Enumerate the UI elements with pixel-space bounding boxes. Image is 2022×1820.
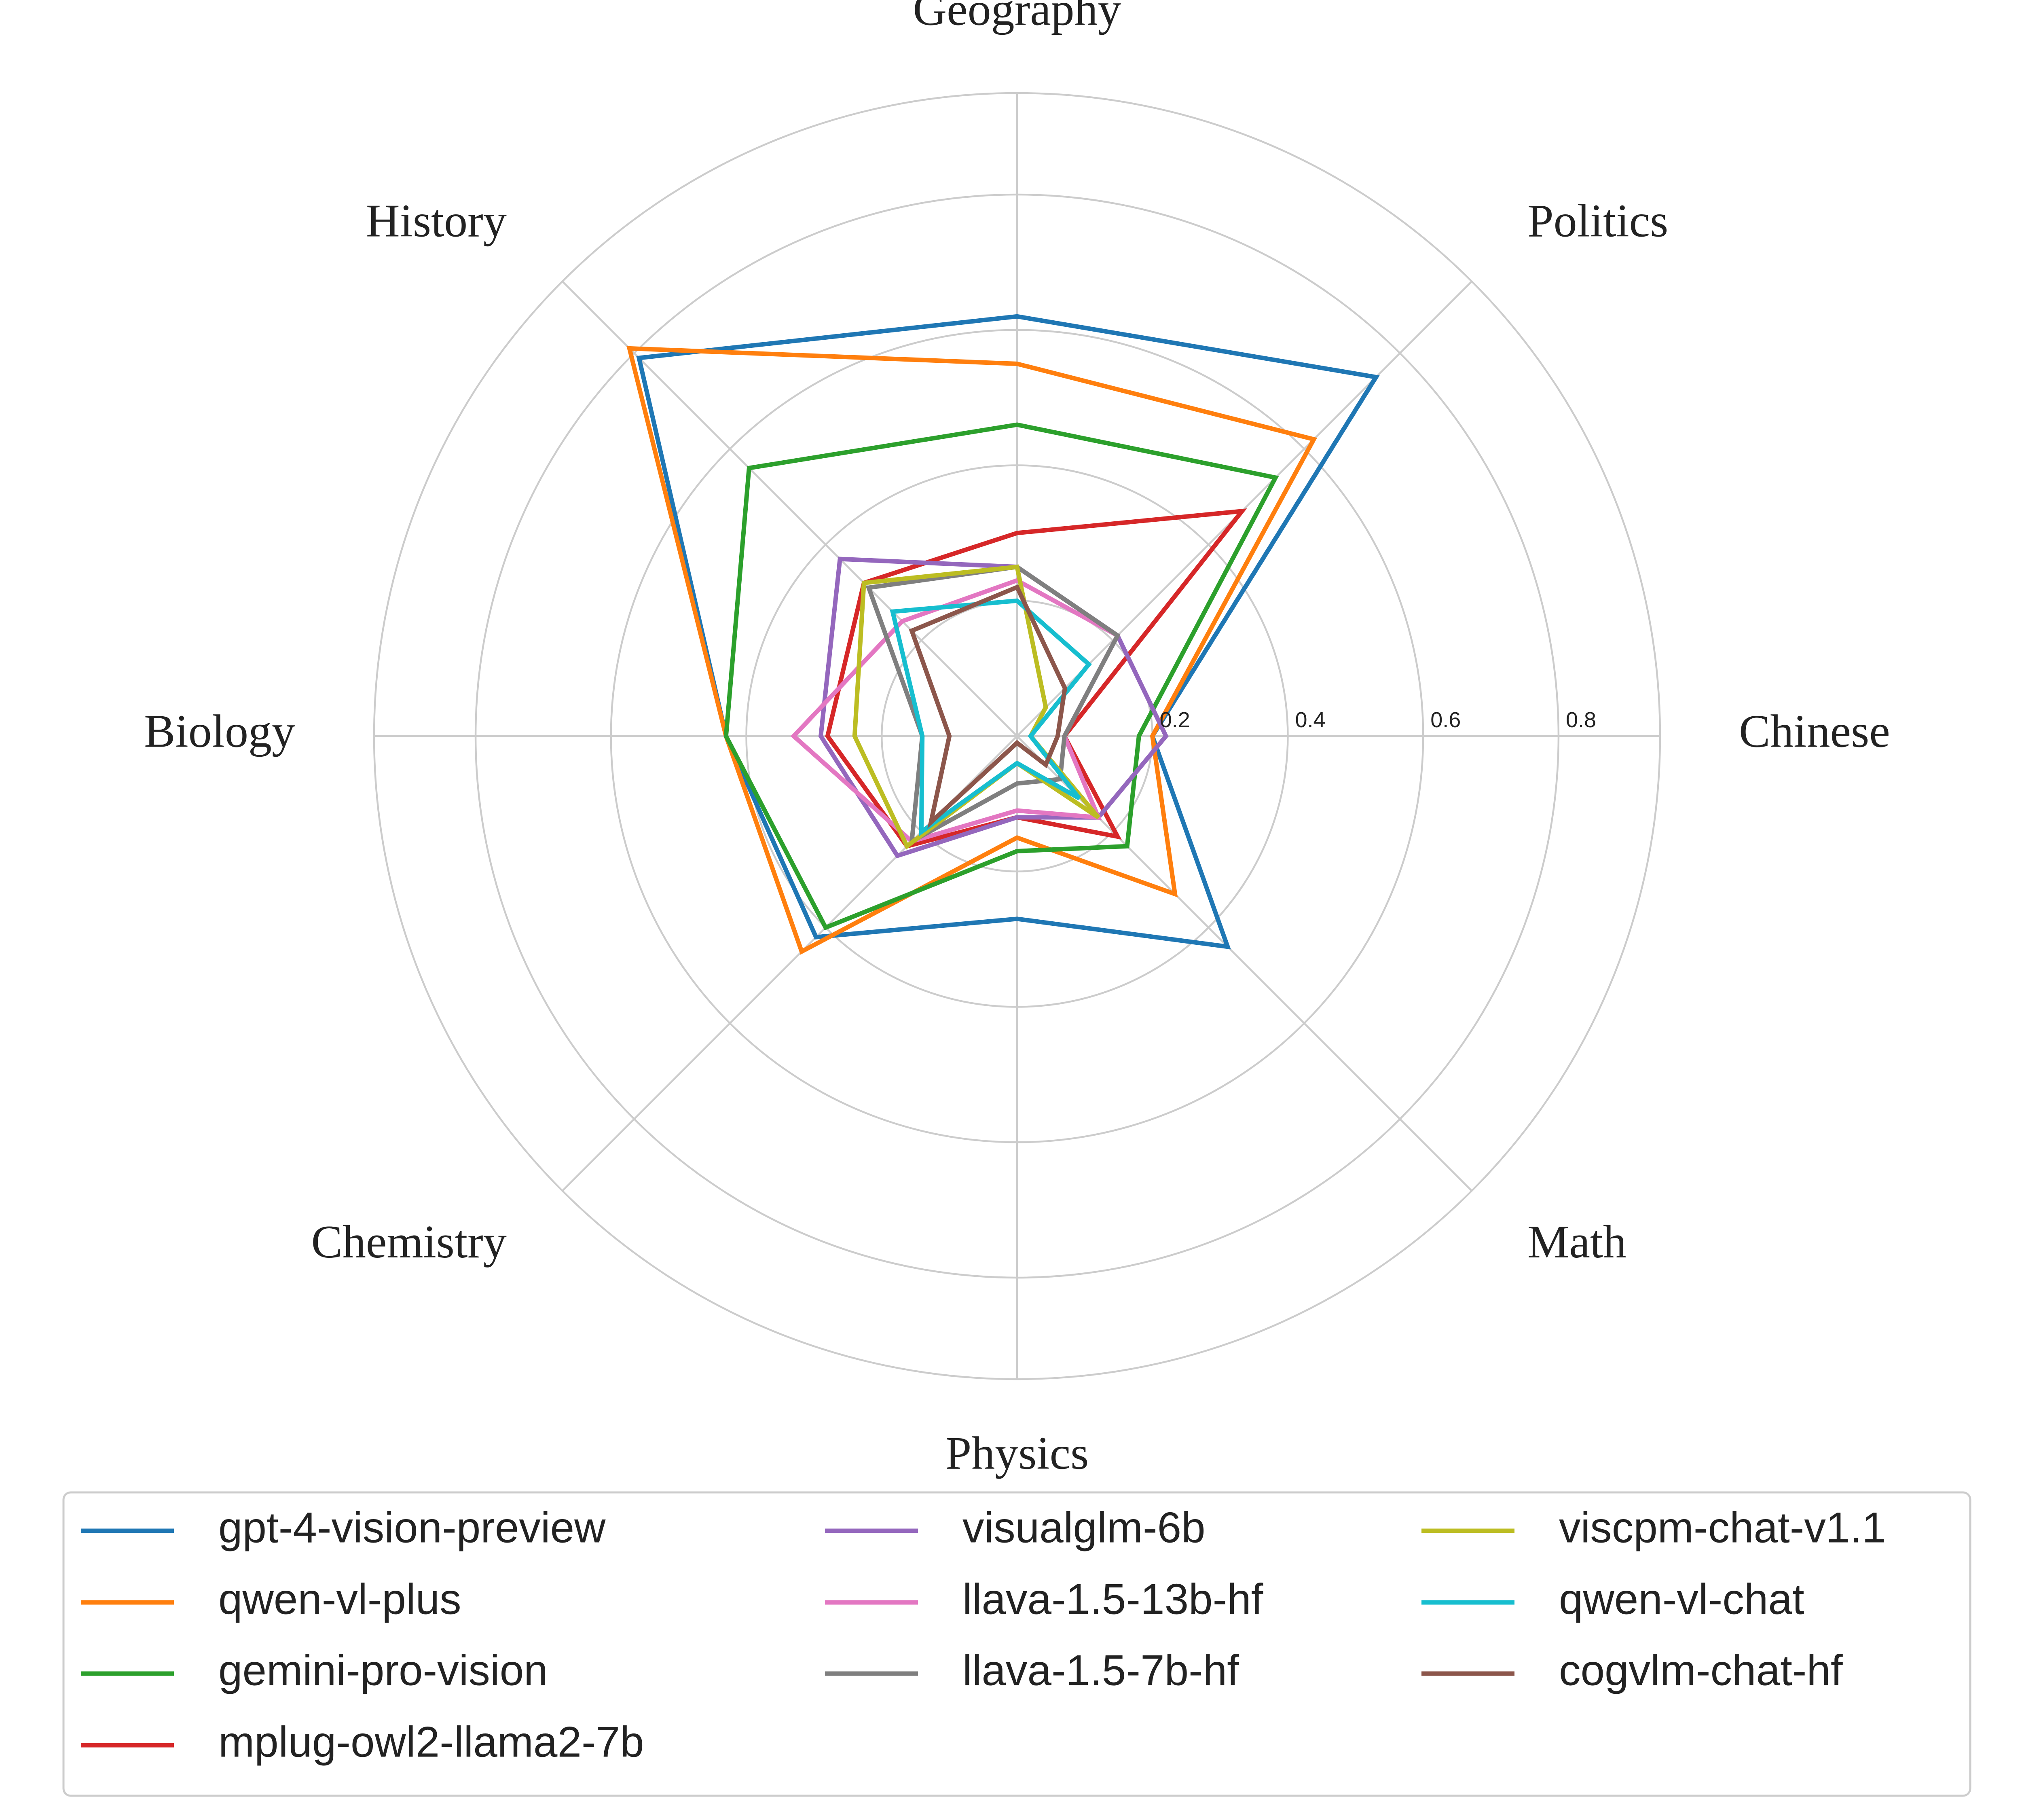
legend-label-mplug-owl2-llama2-7b: mplug-owl2-llama2-7b — [218, 1717, 644, 1766]
legend-label-visualglm-6b: visualglm-6b — [962, 1503, 1206, 1551]
tick-labels: 0.2 0.4 0.6 0.8 — [1160, 708, 1596, 732]
legend-item-viscpm-chat-v1.1: viscpm-chat-v1.1 — [1421, 1503, 1886, 1551]
legend-label-qwen-vl-chat: qwen-vl-chat — [1559, 1575, 1804, 1623]
legend-label-qwen-vl-plus: qwen-vl-plus — [218, 1575, 461, 1623]
axis-label-math: Math — [1527, 1216, 1626, 1268]
series-line-gpt-4-vision-preview — [636, 314, 1380, 950]
legend-box — [62, 1491, 1971, 1797]
legend-label-cogvlm-chat-hf: cogvlm-chat-hf — [1559, 1646, 1843, 1694]
legend-item-visualglm-6b: visualglm-6b — [825, 1503, 1206, 1551]
grid-layer — [373, 92, 1661, 1380]
axis-label-chemistry: Chemistry — [311, 1216, 506, 1268]
legend-label-gemini-pro-vision: gemini-pro-vision — [218, 1646, 548, 1694]
tick-label-0: 0.2 — [1160, 708, 1190, 732]
legend-label-gpt-4-vision-preview: gpt-4-vision-preview — [218, 1503, 606, 1551]
legend-item-qwen-vl-plus: qwen-vl-plus — [81, 1575, 461, 1623]
tick-label-3: 0.8 — [1566, 708, 1596, 732]
legend-item-gpt-4-vision-preview: gpt-4-vision-preview — [81, 1503, 606, 1551]
series-line-gemini-pro-vision — [723, 422, 1279, 931]
series-line-viscpm-chat-v1.1 — [852, 564, 1100, 850]
axis-label-physics: Physics — [945, 1428, 1089, 1479]
axis-label-chinese: Chinese — [1739, 706, 1890, 758]
series-line-qwen-vl-chat — [890, 598, 1092, 836]
axis-label-geography: Geography — [913, 0, 1121, 36]
legend-label-llava-1.5-13b-hf: llava-1.5-13b-hf — [962, 1575, 1263, 1623]
legend-label-viscpm-chat-v1.1: viscpm-chat-v1.1 — [1559, 1503, 1886, 1551]
axis-label-politics: Politics — [1527, 195, 1668, 247]
axis-labels: Chinese Politics Geography History Biology Ch… — [144, 0, 1890, 1479]
legend-item-llava-1.5-7b-hf: llava-1.5-7b-hf — [825, 1646, 1239, 1694]
legend-label-llava-1.5-7b-hf: llava-1.5-7b-hf — [962, 1646, 1239, 1694]
axis-label-biology: Biology — [144, 706, 295, 758]
series-layer — [626, 314, 1380, 955]
tick-label-2: 0.6 — [1430, 708, 1461, 732]
legend: gpt-4-vision-preview qwen-vl-plus gemini-p… — [62, 1491, 1971, 1797]
axis-label-history: History — [366, 195, 507, 247]
tick-label-1: 0.4 — [1295, 708, 1325, 732]
series-line-llava-1.5-13b-hf — [790, 578, 1121, 844]
series-line-mplug-owl2-llama2-7b — [825, 508, 1247, 849]
legend-item-gemini-pro-vision: gemini-pro-vision — [81, 1646, 548, 1694]
legend-item-llava-1.5-13b-hf: llava-1.5-13b-hf — [825, 1575, 1263, 1623]
legend-item-cogvlm-chat-hf: cogvlm-chat-hf — [1421, 1646, 1843, 1694]
legend-item-qwen-vl-chat: qwen-vl-chat — [1421, 1575, 1804, 1623]
series-line-cogvlm-chat-hf — [909, 584, 1067, 829]
legend-item-mplug-owl2-llama2-7b: mplug-owl2-llama2-7b — [81, 1717, 644, 1766]
